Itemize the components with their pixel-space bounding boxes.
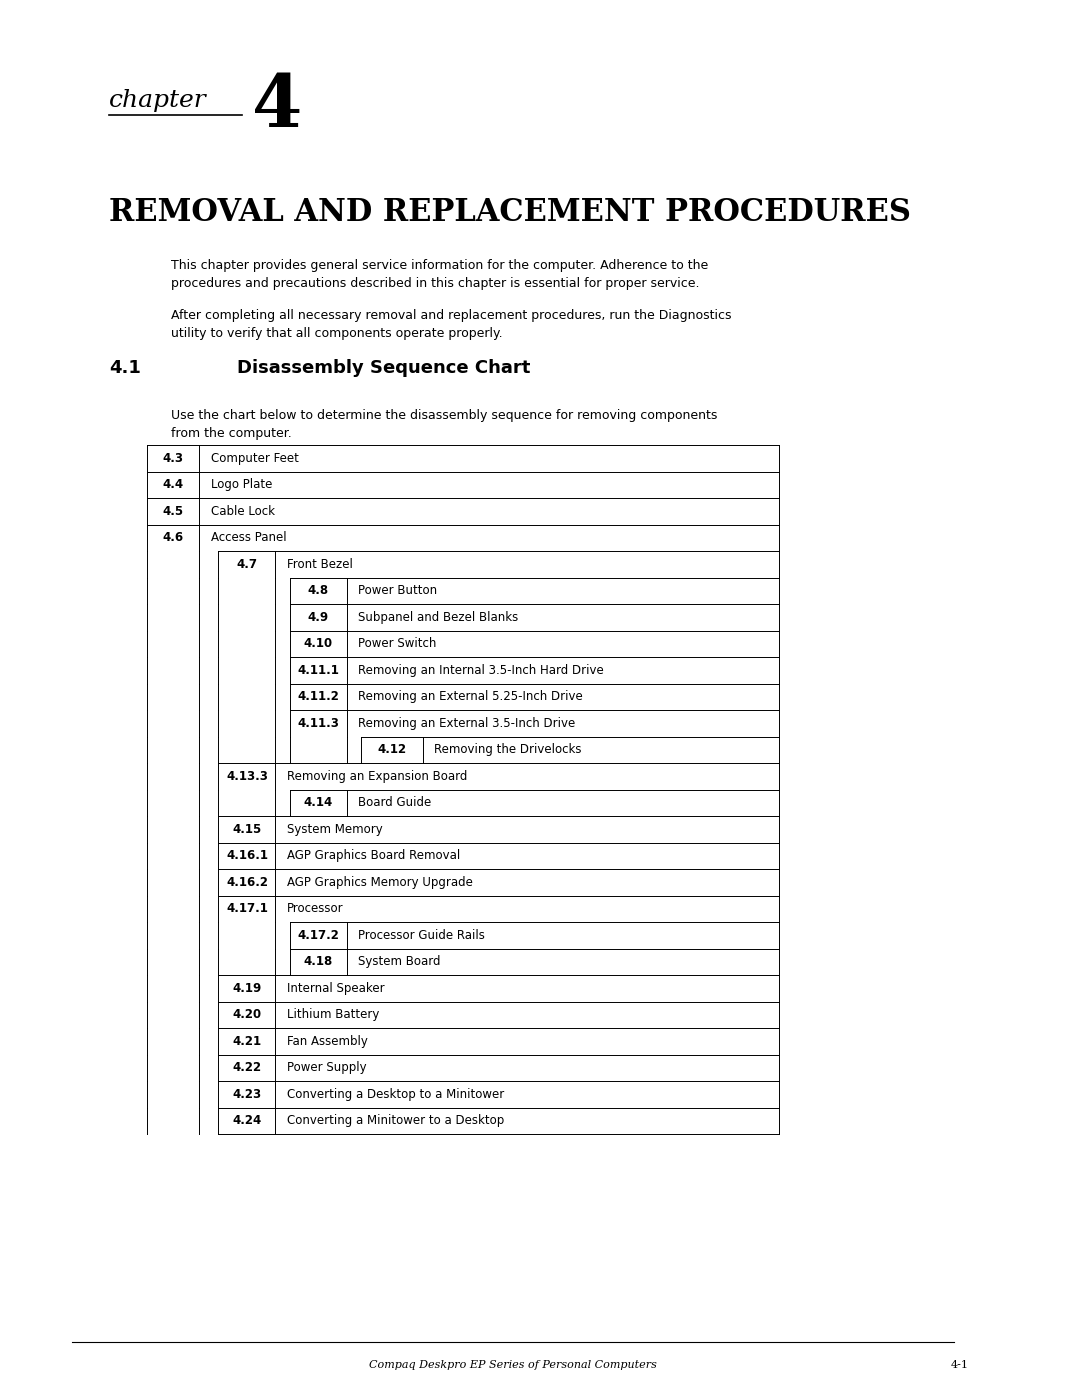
Text: Lithium Battery: Lithium Battery <box>287 1009 379 1021</box>
Text: 4.21: 4.21 <box>232 1035 261 1048</box>
Text: 4.10: 4.10 <box>303 637 333 650</box>
Text: 4.1: 4.1 <box>109 359 141 377</box>
Text: AGP Graphics Board Removal: AGP Graphics Board Removal <box>287 849 460 862</box>
Text: chapter: chapter <box>109 89 207 112</box>
Text: Use the chart below to determine the disassembly sequence for removing component: Use the chart below to determine the dis… <box>171 409 717 440</box>
Text: 4.6: 4.6 <box>163 531 184 545</box>
Text: After completing all necessary removal and replacement procedures, run the Diagn: After completing all necessary removal a… <box>171 309 731 339</box>
Text: 4.17.2: 4.17.2 <box>297 929 339 942</box>
Text: 4.20: 4.20 <box>232 1009 261 1021</box>
Text: Cable Lock: Cable Lock <box>211 504 275 518</box>
Text: 4.11.2: 4.11.2 <box>297 690 339 703</box>
Text: Access Panel: Access Panel <box>211 531 286 545</box>
Text: 4.11.1: 4.11.1 <box>297 664 339 676</box>
Text: 4.11.3: 4.11.3 <box>297 717 339 729</box>
Text: Removing an Expansion Board: Removing an Expansion Board <box>287 770 468 782</box>
Text: Removing an Internal 3.5-Inch Hard Drive: Removing an Internal 3.5-Inch Hard Drive <box>359 664 604 676</box>
Text: Fan Assembly: Fan Assembly <box>287 1035 368 1048</box>
Text: Removing an External 5.25-Inch Drive: Removing an External 5.25-Inch Drive <box>359 690 583 703</box>
Text: Converting a Minitower to a Desktop: Converting a Minitower to a Desktop <box>287 1115 504 1127</box>
Text: System Board: System Board <box>359 956 441 968</box>
Text: 4.24: 4.24 <box>232 1115 261 1127</box>
Text: System Memory: System Memory <box>287 823 382 835</box>
Text: Computer Feet: Computer Feet <box>211 451 299 465</box>
Text: REMOVAL AND REPLACEMENT PROCEDURES: REMOVAL AND REPLACEMENT PROCEDURES <box>109 197 912 228</box>
Text: Power Supply: Power Supply <box>287 1062 366 1074</box>
Text: 4-1: 4-1 <box>950 1361 969 1370</box>
Text: Power Button: Power Button <box>359 584 437 598</box>
Text: Subpanel and Bezel Blanks: Subpanel and Bezel Blanks <box>359 610 518 623</box>
Text: 4.9: 4.9 <box>308 610 328 623</box>
Text: 4.14: 4.14 <box>303 796 333 809</box>
Text: 4.12: 4.12 <box>377 743 406 756</box>
Text: 4.7: 4.7 <box>237 557 257 571</box>
Text: 4.22: 4.22 <box>232 1062 261 1074</box>
Text: Internal Speaker: Internal Speaker <box>287 982 384 995</box>
Text: Converting a Desktop to a Minitower: Converting a Desktop to a Minitower <box>287 1088 504 1101</box>
Text: 4.23: 4.23 <box>232 1088 261 1101</box>
Text: Board Guide: Board Guide <box>359 796 431 809</box>
Text: 4.5: 4.5 <box>163 504 184 518</box>
Text: Logo Plate: Logo Plate <box>211 478 272 492</box>
Text: Front Bezel: Front Bezel <box>287 557 353 571</box>
Text: Power Switch: Power Switch <box>359 637 436 650</box>
Text: Removing an External 3.5-Inch Drive: Removing an External 3.5-Inch Drive <box>359 717 576 729</box>
Text: Processor Guide Rails: Processor Guide Rails <box>359 929 485 942</box>
Text: 4.4: 4.4 <box>163 478 184 492</box>
Text: Removing the Drivelocks: Removing the Drivelocks <box>434 743 582 756</box>
Text: 4.16.1: 4.16.1 <box>226 849 268 862</box>
Text: 4.18: 4.18 <box>303 956 333 968</box>
Text: 4: 4 <box>252 71 302 142</box>
Text: 4.8: 4.8 <box>308 584 328 598</box>
Text: This chapter provides general service information for the computer. Adherence to: This chapter provides general service in… <box>171 258 708 291</box>
Text: Processor: Processor <box>287 902 343 915</box>
Text: 4.19: 4.19 <box>232 982 261 995</box>
Text: 4.17.1: 4.17.1 <box>226 902 268 915</box>
Text: Disassembly Sequence Chart: Disassembly Sequence Chart <box>238 359 531 377</box>
Text: 4.16.2: 4.16.2 <box>226 876 268 888</box>
Text: 4.13.3: 4.13.3 <box>226 770 268 782</box>
Text: 4.15: 4.15 <box>232 823 261 835</box>
Text: AGP Graphics Memory Upgrade: AGP Graphics Memory Upgrade <box>287 876 473 888</box>
Text: Compaq Deskpro EP Series of Personal Computers: Compaq Deskpro EP Series of Personal Com… <box>369 1361 657 1370</box>
Text: 4.3: 4.3 <box>163 451 184 465</box>
